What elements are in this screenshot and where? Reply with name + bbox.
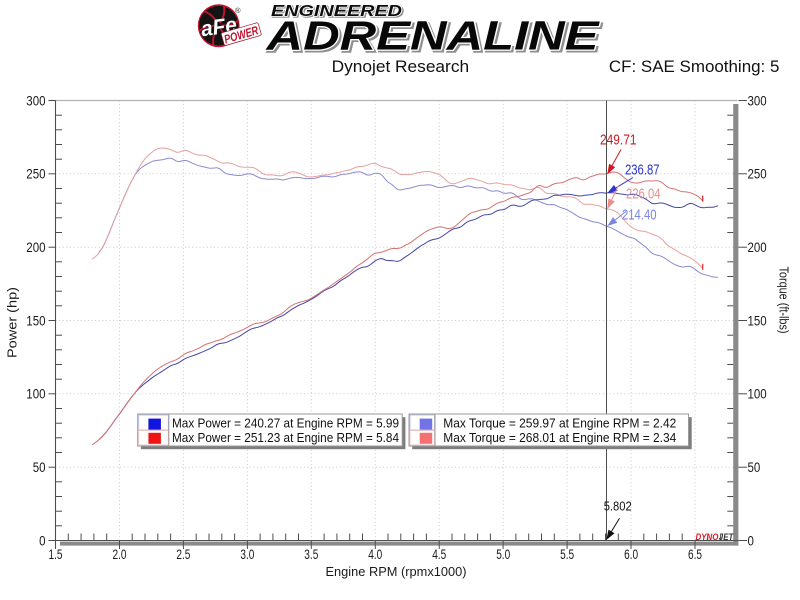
svg-text:100: 100: [26, 387, 45, 402]
svg-text:214.40: 214.40: [622, 206, 657, 223]
svg-text:300: 300: [748, 93, 767, 108]
svg-text:0: 0: [39, 533, 45, 548]
svg-text:5.802: 5.802: [604, 499, 632, 514]
svg-text:2.0: 2.0: [113, 547, 127, 562]
svg-text:226.04: 226.04: [626, 185, 661, 202]
svg-text:250: 250: [26, 167, 45, 182]
svg-text:50: 50: [33, 460, 46, 475]
svg-text:0: 0: [748, 533, 754, 548]
svg-text:6.5: 6.5: [688, 547, 702, 562]
svg-text:Max Power = 240.27 at Engine R: Max Power = 240.27 at Engine RPM = 5.99: [172, 416, 399, 431]
svg-text:JET: JET: [719, 532, 734, 543]
svg-text:®: ®: [235, 6, 241, 15]
svg-text:150: 150: [748, 313, 767, 328]
svg-text:Torque (ft-lbs): Torque (ft-lbs): [777, 267, 792, 334]
svg-text:236.87: 236.87: [625, 162, 660, 179]
svg-text:Engine RPM (rpmx1000): Engine RPM (rpmx1000): [326, 564, 467, 579]
svg-text:3.5: 3.5: [304, 547, 318, 562]
svg-text:DYNO: DYNO: [696, 532, 720, 543]
svg-text:250: 250: [748, 167, 767, 182]
svg-text:100: 100: [748, 387, 767, 402]
svg-text:5.5: 5.5: [560, 547, 574, 562]
svg-text:4.5: 4.5: [432, 547, 446, 562]
svg-text:3.0: 3.0: [240, 547, 254, 562]
svg-text:6.0: 6.0: [624, 547, 638, 562]
svg-text:1.5: 1.5: [49, 547, 63, 562]
svg-text:2.5: 2.5: [176, 547, 190, 562]
svg-text:CF: SAE Smoothing: 5: CF: SAE Smoothing: 5: [609, 57, 780, 76]
svg-text:4.0: 4.0: [368, 547, 382, 562]
svg-text:ENGINEERED: ENGINEERED: [272, 4, 403, 21]
svg-text:ADRENALINE: ADRENALINE: [267, 14, 603, 60]
svg-text:Dynojet Research: Dynojet Research: [332, 57, 470, 76]
svg-text:Max Torque = 268.01 at Engine: Max Torque = 268.01 at Engine RPM = 2.34: [443, 430, 676, 445]
svg-text:ENGINEERED: ENGINEERED: [271, 3, 402, 20]
svg-text:300: 300: [26, 93, 45, 108]
svg-text:150: 150: [26, 313, 45, 328]
svg-text:200: 200: [748, 240, 767, 255]
svg-text:ADRENALINE: ADRENALINE: [265, 12, 601, 58]
svg-text:Power (hp): Power (hp): [5, 287, 20, 358]
svg-text:Max Torque = 259.97 at Engine: Max Torque = 259.97 at Engine RPM = 2.42: [443, 416, 676, 431]
svg-text:5.0: 5.0: [496, 547, 510, 562]
svg-text:50: 50: [748, 460, 761, 475]
svg-text:Max Power = 251.23 at Engine R: Max Power = 251.23 at Engine RPM = 5.84: [172, 430, 399, 445]
svg-text:249.71: 249.71: [600, 132, 637, 149]
svg-text:200: 200: [26, 240, 45, 255]
